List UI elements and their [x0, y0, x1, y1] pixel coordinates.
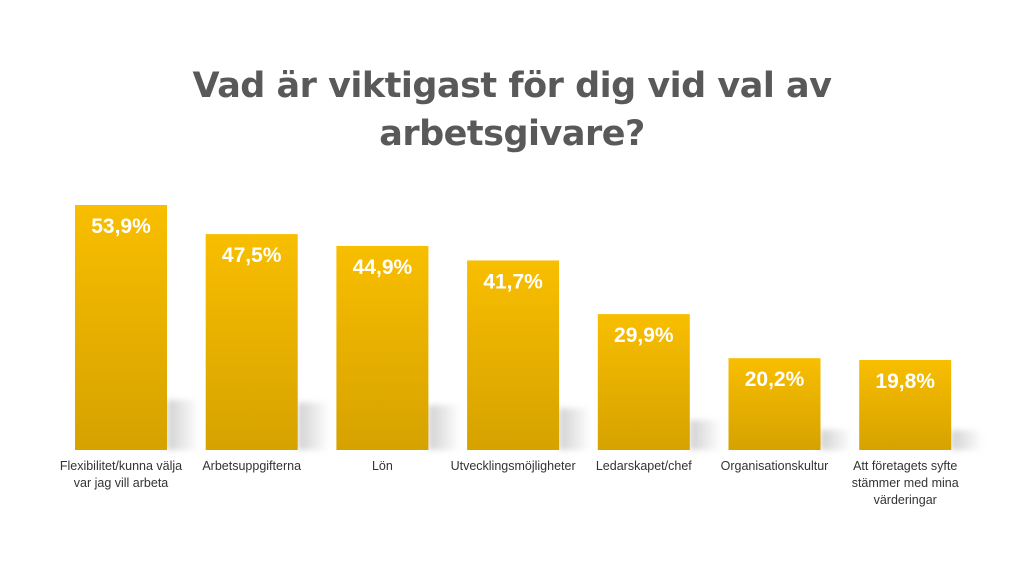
data-label: 19,8% [875, 370, 935, 393]
bar [859, 360, 952, 450]
chart-title-line-2: arbetsgivare? [379, 114, 645, 154]
bar [336, 245, 429, 450]
bar-shadow [297, 402, 328, 450]
bar-shadow [428, 405, 459, 450]
bar [597, 314, 690, 450]
bar-shadow [559, 408, 590, 450]
category-label: Lön [372, 459, 393, 473]
data-label: 41,7% [483, 270, 543, 293]
data-label: 53,9% [91, 215, 151, 238]
category-label: Organisationskultur [721, 459, 829, 473]
category-label-line: Lön [372, 459, 393, 473]
category-label-line: Att företagets syfte [853, 459, 957, 473]
bar [75, 205, 167, 450]
data-label: 47,5% [222, 244, 282, 267]
category-label-line: stämmer med mina [852, 476, 959, 490]
category-label: Utvecklingsmöjligheter [451, 459, 576, 473]
chart-title: Vad är viktigast för dig vid val av arbe… [0, 62, 1024, 158]
category-label: Arbetsuppgifterna [202, 459, 301, 473]
bar-shadow [167, 400, 197, 450]
chart-title-line-1: Vad är viktigast för dig vid val av [192, 66, 832, 106]
bar [205, 234, 298, 450]
category-label-line: Organisationskultur [721, 459, 829, 473]
category-label-line: Ledarskapet/chef [596, 459, 692, 473]
category-label: Att företagets syfte stämmer med mina värd… [852, 459, 959, 507]
data-label: 44,9% [353, 256, 413, 279]
category-label: Flexibilitet/kunna välja var jag vill arb… [60, 459, 182, 490]
category-label-line: värderingar [874, 493, 937, 507]
category-label-line: var jag vill arbeta [74, 476, 169, 490]
bar [467, 260, 560, 450]
category-label-line: Utvecklingsmöjligheter [451, 459, 576, 473]
bar-shadow [951, 430, 982, 450]
bar [728, 358, 821, 450]
data-label: 29,9% [614, 324, 674, 347]
bar-shadow [689, 420, 720, 450]
data-label: 20,2% [745, 368, 805, 391]
category-label: Ledarskapet/chef [596, 459, 692, 473]
category-label-line: Arbetsuppgifterna [202, 459, 301, 473]
bar-shadow [820, 429, 851, 450]
category-label-line: Flexibilitet/kunna välja [60, 459, 182, 473]
